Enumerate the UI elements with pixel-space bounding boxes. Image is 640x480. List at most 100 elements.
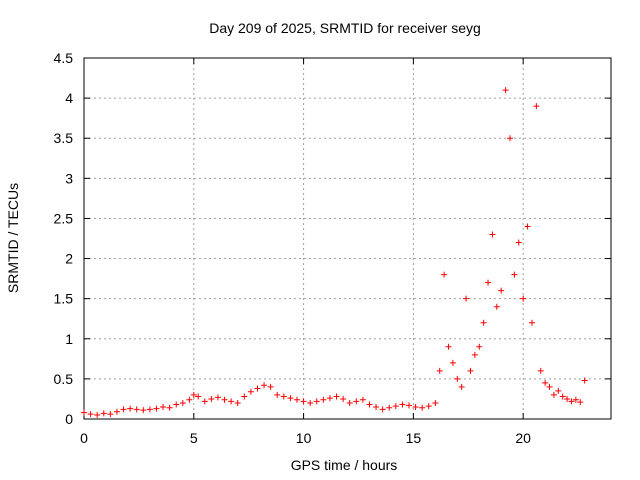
data-point (127, 405, 134, 412)
data-point (441, 271, 448, 278)
y-tick-label: 2 (65, 251, 73, 267)
data-point (399, 401, 406, 408)
data-point (564, 395, 571, 402)
data-point (208, 395, 215, 402)
data-point (340, 395, 347, 402)
data-point (107, 411, 114, 418)
data-point (120, 406, 127, 413)
data-point (379, 406, 386, 413)
y-tick-label: 4.5 (54, 50, 74, 66)
data-point (533, 103, 540, 110)
data-point (520, 295, 527, 302)
x-tick-label: 5 (190, 430, 198, 446)
y-tick-label: 4 (65, 90, 73, 106)
y-tick-label: 2.5 (54, 210, 74, 226)
data-point (577, 399, 584, 406)
data-point (454, 375, 461, 382)
data-point (432, 399, 439, 406)
x-ticks: 0 5 10 15 20 (80, 58, 531, 446)
data-point (572, 396, 579, 403)
data-point (234, 399, 241, 406)
y-tick-label: 0 (65, 411, 73, 427)
data-point (307, 399, 314, 406)
data-point (392, 403, 399, 410)
y-tick-label: 3.5 (54, 130, 74, 146)
data-point (467, 367, 474, 374)
data-point (140, 407, 147, 414)
data-point (412, 403, 419, 410)
x-tick-label: 15 (406, 430, 422, 446)
data-point (506, 135, 513, 142)
data-point (241, 393, 248, 400)
data-point (247, 388, 254, 395)
data-point (405, 402, 412, 409)
data-point (87, 411, 94, 418)
y-tick-label: 3 (65, 170, 73, 186)
data-point (546, 383, 553, 390)
data-point (153, 405, 160, 412)
data-point (489, 231, 496, 238)
data-point (515, 239, 522, 246)
data-point (160, 403, 167, 410)
data-point (568, 398, 575, 405)
data-point (511, 271, 518, 278)
data-point (550, 391, 557, 398)
x-tick-label: 20 (515, 430, 531, 446)
data-point (359, 396, 366, 403)
data-point (113, 408, 120, 415)
data-point (261, 382, 268, 389)
data-point (195, 393, 202, 400)
data-point (228, 398, 235, 405)
data-point (476, 343, 483, 350)
x-axis-label: GPS time / hours (291, 457, 398, 473)
data-point (419, 404, 426, 411)
data-point (214, 394, 221, 401)
data-point (528, 319, 535, 326)
grid (84, 58, 611, 419)
data-point (555, 387, 562, 394)
data-point (254, 385, 261, 392)
data-point (94, 411, 101, 418)
data-point (326, 395, 333, 402)
data-point (542, 379, 549, 386)
data-point (100, 410, 107, 417)
x-tick-label: 0 (80, 430, 88, 446)
data-point (81, 409, 87, 416)
data-point (471, 351, 478, 358)
chart-title: Day 209 of 2025, SRMTID for receiver sey… (209, 20, 481, 36)
data-point (320, 396, 327, 403)
plot-frame (83, 57, 612, 420)
x-tick-label: 10 (296, 430, 312, 446)
data-point (267, 383, 274, 390)
data-points (81, 87, 588, 418)
data-point (333, 393, 340, 400)
data-point (173, 401, 180, 408)
data-point (436, 367, 443, 374)
data-point (201, 398, 208, 405)
data-point (287, 395, 294, 402)
data-point (190, 391, 197, 398)
data-point (300, 398, 307, 405)
data-point (274, 391, 281, 398)
data-point (425, 403, 432, 410)
data-point (498, 287, 505, 294)
data-point (449, 359, 456, 366)
data-point (581, 377, 588, 384)
data-point (280, 393, 287, 400)
data-point (221, 396, 228, 403)
y-axis-label: SRMTID / TECUs (5, 183, 21, 293)
data-point (373, 403, 380, 410)
data-point (493, 303, 500, 310)
data-point (346, 399, 353, 406)
data-point (313, 398, 320, 405)
data-point (133, 406, 140, 413)
data-point (559, 393, 566, 400)
data-point (186, 396, 193, 403)
data-point (386, 404, 393, 411)
y-tick-label: 0.5 (54, 371, 74, 387)
data-point (146, 406, 153, 413)
data-point (366, 401, 373, 408)
data-point (502, 87, 509, 94)
data-point (537, 367, 544, 374)
y-tick-label: 1 (65, 331, 73, 347)
